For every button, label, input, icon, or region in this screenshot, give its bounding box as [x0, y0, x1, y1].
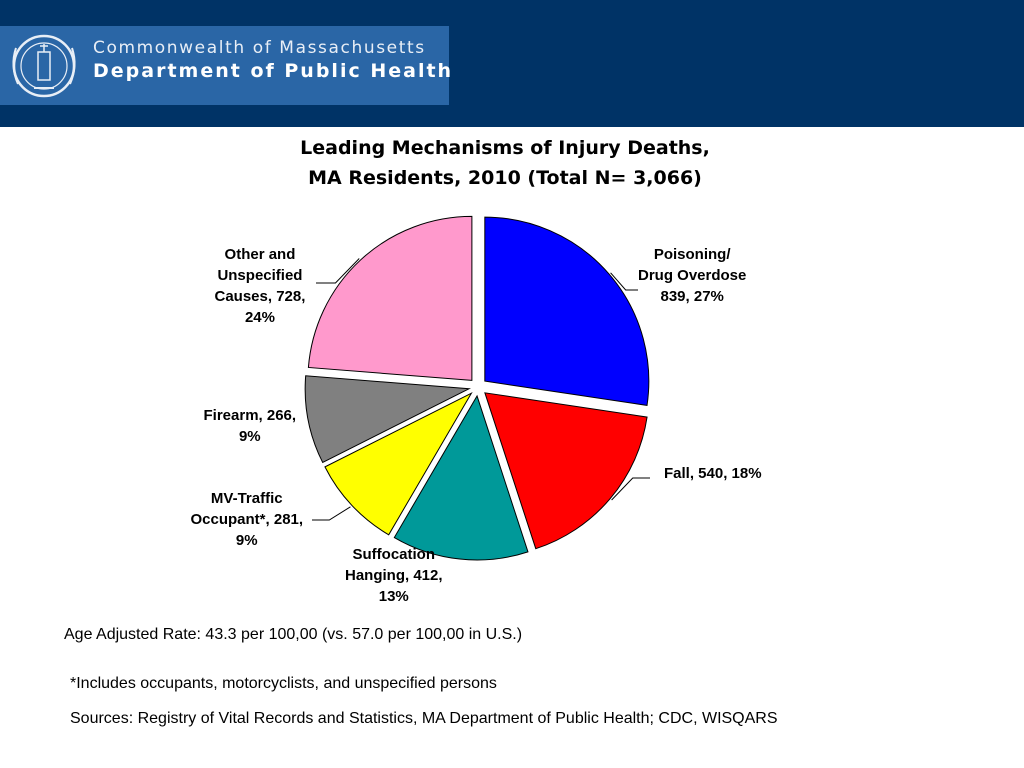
department-logo: Commonwealth of Massachusetts Department… [0, 26, 451, 105]
footnote: *Includes occupants, motorcyclists, and … [70, 675, 497, 692]
slice-label-line: 839, 27% [660, 288, 724, 305]
pie-slice-2 [393, 394, 529, 561]
leader-line-3 [312, 506, 351, 521]
slice-label-5: Other and Unspecified Causes, 728, 24% [215, 244, 306, 328]
slice-label-line: Drug Overdose [638, 267, 747, 284]
logo-org-line2: Department of Public Health [93, 60, 454, 82]
slice-label-4: Firearm, 266, 9% [204, 405, 297, 447]
pie-slice-5 [307, 215, 473, 381]
slice-label-line: Fall, 540, 18% [664, 465, 762, 482]
slice-label-0: Poisoning/Drug Overdose 839, 27% [638, 244, 746, 307]
slice-label-line: Poisoning/ [653, 246, 731, 263]
slice-label-line: Suffocation [352, 546, 436, 563]
header-bar: Commonwealth of Massachusetts Department… [0, 0, 1024, 127]
slice-label-line: MV-Traffic [210, 490, 283, 507]
chart-title-line1: Leading Mechanisms of Injury Deaths, [300, 137, 710, 159]
slice-label-line: 9% [235, 532, 258, 549]
leader-line-0 [610, 272, 638, 291]
state-seal-icon [12, 34, 76, 98]
slice-label-3: MV-Traffic Occupant*, 281, 9% [191, 488, 304, 551]
slice-label-line: Occupant*, 281, [190, 511, 304, 528]
leader-line-5 [316, 258, 360, 284]
chart-title-line2: MA Residents, 2010 (Total N= 3,066) [308, 167, 702, 189]
slice-label-line: 24% [244, 309, 275, 326]
slice-label-line: Firearm, 266, [203, 407, 297, 424]
sources-note: Sources: Registry of Vital Records and S… [70, 710, 778, 727]
pie-slice-1 [484, 392, 648, 550]
pie-slice-0 [484, 216, 650, 406]
chart-title: Leading Mechanisms of Injury Deaths, MA … [200, 133, 810, 193]
slice-label-2: Suffocation Hanging, 412, 13% [345, 544, 443, 607]
leader-line-1 [611, 477, 650, 501]
slice-label-line: Hanging, 412, [345, 567, 443, 584]
pie-slice-4 [304, 375, 471, 464]
rate-note: Age Adjusted Rate: 43.3 per 100,00 (vs. … [64, 626, 523, 643]
slice-label-line: Causes, 728, [214, 288, 306, 305]
pie-slice-3 [324, 391, 473, 536]
slice-label-1: Fall, 540, 18% [664, 463, 762, 484]
slice-label-line: 9% [238, 428, 261, 445]
slice-label-line: Other and [224, 246, 296, 263]
slice-label-line: 13% [378, 588, 409, 605]
logo-org-line1: Commonwealth of Massachusetts [93, 38, 426, 58]
slice-label-line: Unspecified [217, 267, 303, 284]
